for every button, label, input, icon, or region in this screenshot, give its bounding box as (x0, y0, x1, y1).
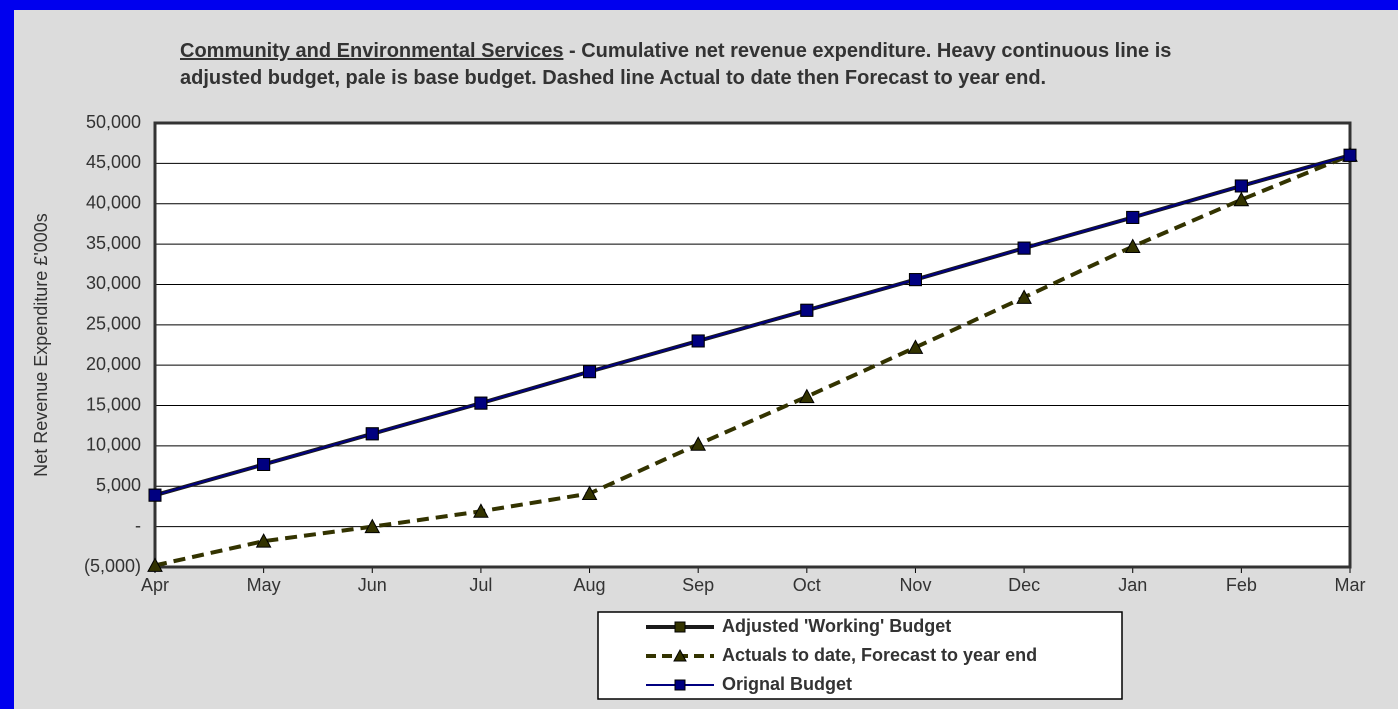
series-line (154, 153, 1351, 568)
marker (798, 388, 815, 404)
marker (255, 533, 272, 548)
x-tick-label: Aug (574, 575, 606, 595)
y-tick-label: 15,000 (86, 394, 141, 414)
marker (1233, 191, 1250, 207)
title-heading: Community and Environmental Services (180, 40, 564, 62)
marker (583, 365, 597, 379)
chart-title: Community and Environmental Services - C… (180, 38, 1200, 92)
x-tick-label: May (247, 575, 281, 595)
marker (147, 557, 163, 572)
x-tick-label: Nov (899, 575, 931, 595)
x-tick-label: Apr (141, 575, 169, 595)
y-tick-label: 20,000 (86, 354, 141, 374)
y-tick-label: 40,000 (86, 192, 141, 212)
marker (1126, 210, 1140, 224)
marker (365, 427, 379, 441)
marker (690, 436, 707, 451)
marker (673, 648, 687, 662)
legend-label: Orignal Budget (722, 674, 852, 694)
x-tick-label: Jan (1118, 575, 1147, 595)
marker (474, 396, 488, 410)
marker (908, 273, 922, 287)
x-tick-label: Oct (793, 575, 821, 595)
marker (1124, 238, 1141, 254)
y-tick-label: (5,000) (84, 556, 141, 576)
x-tick-label: Jul (469, 575, 492, 595)
x-tick-label: Jun (358, 575, 387, 595)
y-tick-label: 50,000 (86, 112, 141, 132)
marker (674, 679, 686, 691)
x-tick-label: Mar (1335, 575, 1366, 595)
marker (691, 334, 705, 348)
marker (364, 518, 381, 534)
marker (1234, 179, 1248, 193)
marker (1016, 289, 1032, 304)
y-tick-label: 35,000 (86, 233, 141, 253)
marker (581, 485, 598, 501)
plot-area (155, 123, 1350, 567)
x-tick-label: Dec (1008, 575, 1040, 595)
marker (257, 457, 271, 471)
marker (907, 339, 924, 354)
legend: Adjusted 'Working' Budget Actuals to date… (597, 611, 1123, 700)
legend-label: Adjusted 'Working' Budget (722, 616, 951, 636)
y-tick-label: - (135, 515, 141, 535)
title-text: - Cumulative net revenue expenditure. He… (180, 40, 1172, 89)
y-tick-label: 10,000 (86, 435, 141, 455)
plot-border (153, 121, 1352, 569)
y-tick-label: 5,000 (96, 475, 141, 495)
y-tick-label: 45,000 (86, 152, 141, 172)
y-axis-label: Net Revenue Expenditure £'000s (31, 213, 51, 477)
x-tick-label: Feb (1226, 575, 1257, 595)
marker (1343, 148, 1357, 162)
y-tick-label: 30,000 (86, 273, 141, 293)
series-line (154, 154, 1351, 497)
legend-label: Actuals to date, Forecast to year end (722, 645, 1037, 665)
x-tick-label: Sep (682, 575, 714, 595)
marker (148, 488, 162, 502)
marker (1017, 241, 1031, 255)
marker (800, 303, 814, 317)
y-tick-label: 25,000 (86, 314, 141, 334)
marker (674, 621, 686, 633)
marker (473, 503, 489, 518)
